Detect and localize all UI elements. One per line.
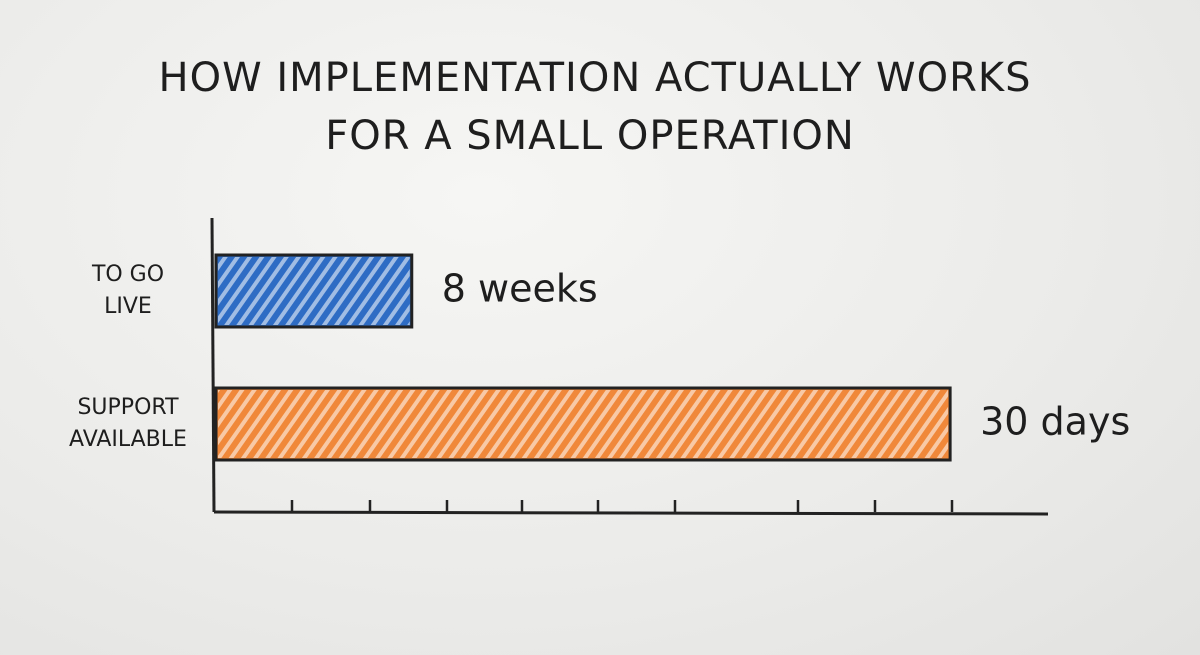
y-tick-label: TO GO [91,262,164,287]
axis-tick-decoration [290,500,954,512]
value-label: 8 weeks [442,267,598,311]
y-tick-label: AVAILABLE [69,427,187,452]
x-axis [213,510,1049,516]
chart-title: FOR A SMALL OPERATION [325,113,855,159]
chart-title: HOW IMPLEMENTATION ACTUALLY WORKS [159,55,1032,101]
bar-hatch [218,257,410,325]
y-tick-label: LIVE [104,294,152,319]
y-tick-label: SUPPORT [77,395,179,420]
bar-hatch [218,390,949,458]
y-axis [210,217,216,513]
value-label: 30 days [980,400,1130,444]
